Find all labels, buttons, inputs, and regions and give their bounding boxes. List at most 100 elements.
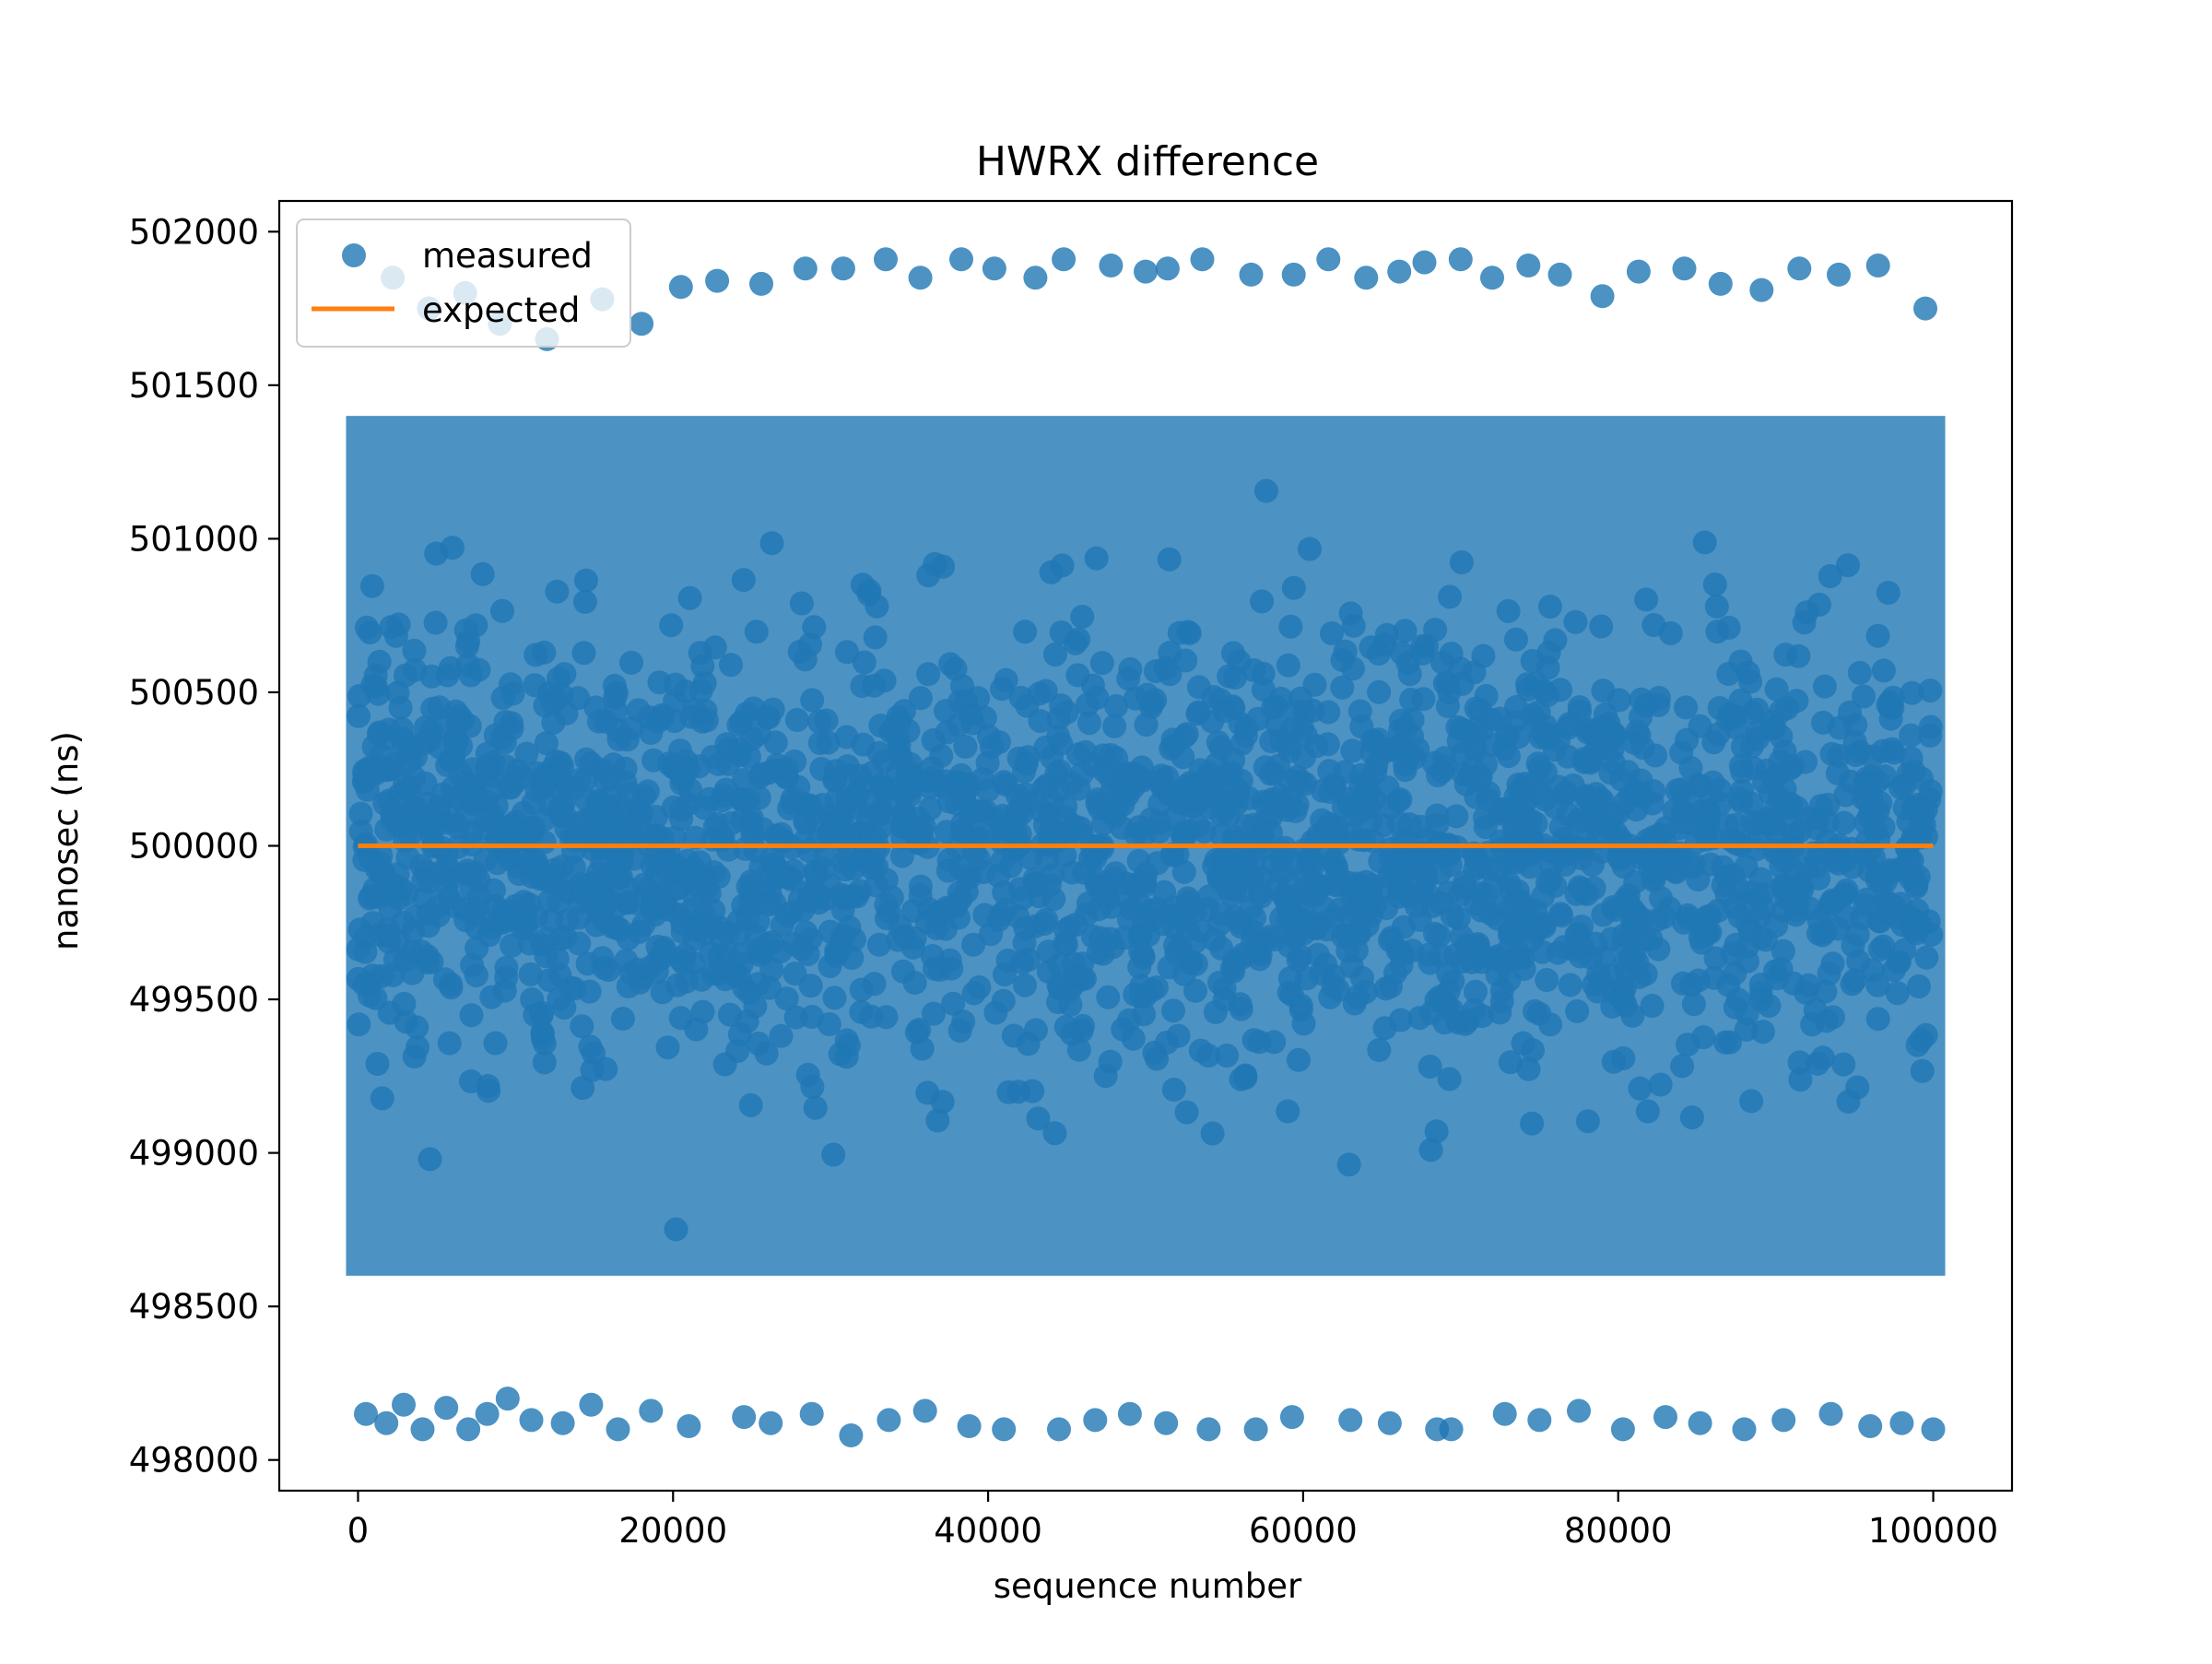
- measured-point: [1523, 998, 1547, 1023]
- measured-point: [1784, 689, 1809, 714]
- measured-point: [571, 641, 596, 666]
- measured-point: [1247, 1030, 1272, 1055]
- measured-point: [754, 1041, 779, 1066]
- measured-point: [537, 792, 562, 817]
- measured-point: [969, 799, 994, 824]
- measured-point: [465, 936, 489, 961]
- measured-point: [1166, 1023, 1191, 1048]
- measured-point: [1760, 709, 1785, 734]
- measured-point: [1320, 621, 1344, 645]
- measured-point: [877, 1408, 901, 1433]
- measured-point: [1084, 546, 1109, 571]
- measured-point: [841, 927, 866, 952]
- measured-point: [354, 615, 379, 640]
- measured-point: [1723, 995, 1747, 1020]
- measured-point: [1317, 759, 1342, 784]
- measured-point: [380, 802, 405, 827]
- measured-point: [1440, 997, 1465, 1022]
- measured-point: [1719, 828, 1744, 853]
- measured-point: [597, 801, 622, 826]
- measured-point: [1707, 696, 1732, 720]
- measured-point: [1741, 756, 1766, 781]
- measured-point: [1276, 1099, 1300, 1124]
- measured-point: [534, 731, 559, 756]
- measured-point: [1410, 633, 1435, 658]
- measured-point: [1457, 763, 1481, 788]
- measured-point: [859, 1004, 884, 1029]
- measured-point: [1871, 658, 1896, 683]
- measured-point: [1692, 530, 1717, 555]
- measured-point: [1685, 813, 1710, 838]
- measured-point: [1096, 985, 1121, 1009]
- measured-point: [774, 986, 799, 1011]
- x-tick-label: 80000: [1564, 1511, 1673, 1551]
- measured-point: [348, 801, 373, 826]
- measured-point: [1278, 614, 1303, 639]
- measured-point: [994, 667, 1018, 692]
- measured-point: [627, 919, 652, 944]
- measured-point: [1129, 974, 1154, 998]
- measured-point: [1567, 1398, 1591, 1423]
- x-tick-label: 60000: [1249, 1511, 1358, 1551]
- measured-point: [1833, 847, 1858, 872]
- measured-point: [760, 930, 784, 955]
- measured-point: [1601, 750, 1626, 774]
- measured-point: [1688, 1410, 1712, 1435]
- measured-point: [1820, 891, 1845, 915]
- measured-point: [1845, 922, 1870, 947]
- measured-point: [900, 898, 925, 923]
- measured-point: [596, 958, 621, 983]
- measured-point: [1248, 879, 1273, 904]
- measured-point: [706, 865, 731, 889]
- measured-point: [1468, 698, 1492, 723]
- measured-point: [1901, 915, 1926, 939]
- measured-point: [779, 867, 804, 891]
- measured-point: [1253, 478, 1278, 503]
- measured-point: [1688, 714, 1712, 738]
- measured-point: [824, 943, 849, 968]
- measured-point: [1567, 808, 1592, 832]
- measured-point: [1064, 913, 1088, 937]
- measured-point: [821, 1142, 846, 1167]
- measured-point: [664, 1217, 688, 1242]
- measured-point: [793, 647, 818, 672]
- measured-point: [1023, 266, 1048, 290]
- measured-point: [689, 967, 714, 992]
- measured-point: [1708, 777, 1732, 802]
- measured-point: [789, 591, 814, 616]
- measured-point: [1643, 851, 1668, 876]
- measured-point: [361, 735, 386, 759]
- measured-point: [1530, 939, 1555, 964]
- y-tick-label: 500000: [129, 827, 259, 867]
- y-tick-label: 498500: [129, 1287, 259, 1327]
- measured-point: [688, 679, 713, 703]
- measured-point: [370, 1086, 394, 1111]
- measured-point: [1771, 1408, 1796, 1433]
- measured-point: [1511, 794, 1535, 819]
- measured-point: [1669, 740, 1694, 765]
- measured-point: [933, 916, 958, 941]
- measured-point: [1016, 1032, 1041, 1056]
- measured-point: [830, 256, 855, 281]
- measured-point: [1390, 828, 1415, 853]
- measured-point: [1221, 641, 1245, 666]
- measured-point: [679, 898, 704, 922]
- measured-point: [1433, 754, 1458, 779]
- measured-point: [949, 247, 973, 272]
- measured-point: [1790, 877, 1815, 902]
- measured-point: [831, 800, 856, 825]
- measured-point: [1366, 642, 1391, 666]
- measured-point: [610, 1007, 635, 1031]
- measured-point: [1154, 1410, 1179, 1435]
- measured-point: [1874, 869, 1898, 893]
- measured-point: [1773, 643, 1798, 667]
- measured-point: [1552, 840, 1576, 864]
- measured-point: [1253, 755, 1277, 780]
- measured-point: [1414, 866, 1439, 891]
- measured-point: [1714, 882, 1739, 906]
- measured-point: [659, 613, 684, 638]
- measured-point: [764, 752, 789, 777]
- measured-point: [690, 654, 715, 679]
- measured-point: [1076, 692, 1100, 717]
- measured-point: [1310, 808, 1335, 832]
